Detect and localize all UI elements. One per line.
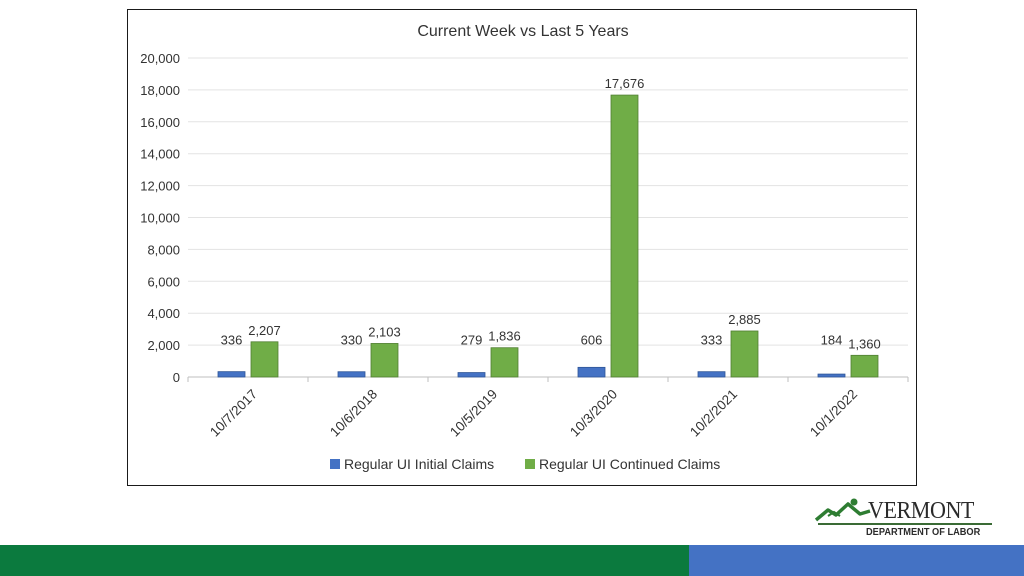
- y-tick-label: 4,000: [147, 306, 180, 321]
- vermont-dol-logo: VERMONT DEPARTMENT OF LABOR: [812, 496, 996, 542]
- chart-frame: Current Week vs Last 5 Years 0 2,000 4,000…: [127, 9, 917, 486]
- bars: [217, 94, 879, 378]
- y-tick-label: 14,000: [140, 147, 180, 162]
- bar-continued-claims: [850, 354, 879, 378]
- y-tick-label: 2,000: [147, 338, 180, 353]
- data-label: 606: [581, 332, 603, 347]
- bar-initial-claims: [457, 372, 486, 378]
- y-tick-label: 16,000: [140, 115, 180, 130]
- x-tick-label: 10/1/2022: [807, 387, 860, 440]
- y-tick-label: 12,000: [140, 179, 180, 194]
- y-tick-label: 6,000: [147, 274, 180, 289]
- x-tick-label: 10/2/2021: [687, 387, 740, 440]
- bar-continued-claims: [370, 343, 399, 378]
- data-label: 1,360: [848, 336, 881, 351]
- y-tick-label: 0: [173, 370, 180, 385]
- legend-swatch-continued: [525, 459, 535, 469]
- bar-chart: Current Week vs Last 5 Years 0 2,000 4,000…: [140, 23, 909, 472]
- data-labels: 336 2,207 330 2,103 279 1,836 606 17,676 333 2,88…: [221, 76, 881, 351]
- x-axis-ticks: 10/7/2017 10/6/2018 10/5/2019 10/3/2020 10/2…: [187, 377, 909, 440]
- bar-initial-claims: [337, 371, 366, 378]
- data-label: 17,676: [605, 76, 645, 91]
- mountain-sun-icon: [814, 498, 871, 522]
- data-label: 2,885: [728, 312, 761, 327]
- bar-continued-claims: [250, 341, 279, 378]
- logo-divider: [818, 523, 992, 525]
- footer-band-blue: [689, 545, 1024, 576]
- bar-initial-claims: [817, 373, 846, 378]
- legend: Regular UI Initial Claims Regular UI Cont…: [330, 456, 720, 472]
- y-tick-label: 10,000: [140, 211, 180, 226]
- legend-swatch-initial: [330, 459, 340, 469]
- data-label: 184: [821, 332, 843, 347]
- data-label: 2,103: [368, 324, 401, 339]
- logo-subtitle: DEPARTMENT OF LABOR: [866, 526, 981, 538]
- bar-initial-claims: [577, 366, 606, 378]
- data-label: 2,207: [248, 323, 281, 338]
- data-label: 1,836: [488, 329, 521, 344]
- legend-label: Regular UI Initial Claims: [344, 456, 494, 472]
- x-tick-label: 10/6/2018: [327, 387, 380, 440]
- bar-continued-claims: [610, 94, 639, 378]
- x-tick-label: 10/7/2017: [207, 387, 260, 440]
- y-axis-ticks: 0 2,000 4,000 6,000 8,000 10,000 12,000 14,000 1…: [140, 51, 180, 385]
- bar-continued-claims: [730, 330, 759, 378]
- logo-wordmark: VERMONT: [868, 498, 974, 524]
- y-tick-label: 8,000: [147, 242, 180, 257]
- y-tick-label: 18,000: [140, 83, 180, 98]
- data-label: 279: [461, 332, 483, 347]
- footer-band-green: [0, 545, 689, 576]
- data-label: 336: [221, 332, 243, 347]
- bar-initial-claims: [217, 371, 246, 378]
- x-tick-label: 10/3/2020: [567, 387, 620, 440]
- bar-continued-claims: [490, 347, 519, 378]
- data-label: 333: [701, 332, 723, 347]
- y-tick-label: 20,000: [140, 51, 180, 66]
- gridlines: [188, 57, 908, 378]
- legend-label: Regular UI Continued Claims: [539, 456, 720, 472]
- bar-initial-claims: [697, 371, 726, 378]
- x-tick-label: 10/5/2019: [447, 387, 500, 440]
- chart-title: Current Week vs Last 5 Years: [417, 23, 628, 40]
- data-label: 330: [341, 332, 363, 347]
